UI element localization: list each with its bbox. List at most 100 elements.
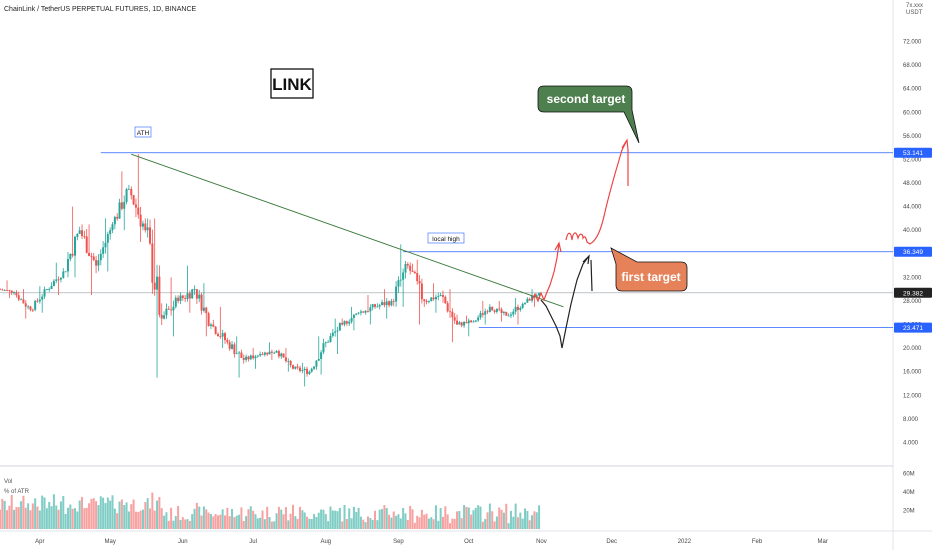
candle-body bbox=[102, 247, 105, 254]
volume-bar bbox=[535, 512, 538, 529]
candle-body bbox=[434, 296, 437, 300]
price-badge-target1: 36.349 bbox=[903, 249, 923, 256]
descending-trendline[interactable] bbox=[131, 153, 564, 308]
volume-bar bbox=[397, 514, 400, 529]
volume-bar bbox=[444, 506, 447, 529]
candle-body bbox=[491, 306, 494, 311]
volume-bar bbox=[486, 512, 489, 529]
volume-bar bbox=[191, 514, 194, 529]
volume-bar bbox=[477, 505, 480, 529]
candle-body bbox=[224, 333, 227, 341]
volume-bar bbox=[102, 497, 105, 529]
local-high-label-box bbox=[427, 232, 465, 244]
candle-body bbox=[374, 304, 377, 307]
volume-bar bbox=[306, 516, 309, 529]
volume-bar bbox=[88, 503, 91, 529]
candle-body bbox=[411, 270, 414, 272]
price-tick-label: 64.000 bbox=[903, 87, 922, 93]
volume-bar bbox=[423, 514, 426, 529]
price-tick-label: 60.000 bbox=[903, 110, 922, 116]
volume-bar bbox=[470, 514, 473, 529]
candle-body bbox=[350, 317, 353, 322]
volume-bar bbox=[282, 514, 285, 529]
candle-body bbox=[116, 216, 119, 219]
volume-bar bbox=[184, 519, 187, 529]
candle-body bbox=[493, 310, 496, 312]
candle-body bbox=[324, 342, 327, 344]
candle-body bbox=[362, 311, 365, 313]
time-tick-label: Jul bbox=[249, 539, 257, 545]
volume-bar bbox=[158, 496, 161, 529]
currency-label-2: USDT bbox=[906, 10, 923, 16]
candle-body bbox=[242, 357, 245, 360]
candle-body bbox=[209, 324, 212, 326]
candle-body bbox=[456, 320, 459, 325]
volume-bar bbox=[219, 514, 222, 529]
time-axis[interactable]: Apr May Jun Jul Aug Sep Oct Nov Dec 2022 Feb Mar bbox=[35, 539, 828, 545]
candle-body bbox=[470, 320, 473, 323]
volume-bar bbox=[57, 509, 60, 529]
candle-body bbox=[144, 223, 147, 231]
candle-body bbox=[270, 351, 273, 353]
volume-bar bbox=[76, 511, 79, 529]
volume-bar bbox=[52, 494, 55, 529]
candle-body bbox=[366, 310, 369, 312]
volume-bar bbox=[270, 521, 273, 529]
black-projection-arrow[interactable] bbox=[540, 254, 593, 349]
candle-body bbox=[451, 311, 454, 318]
volume-bar bbox=[364, 522, 367, 529]
candle-body bbox=[64, 271, 67, 273]
candle-body bbox=[317, 358, 320, 361]
candle-body bbox=[275, 351, 278, 353]
volume-title: Vol bbox=[4, 479, 12, 485]
candle-body bbox=[282, 353, 285, 358]
volume-bar bbox=[130, 504, 133, 529]
candle-body bbox=[423, 299, 426, 301]
candle-body bbox=[97, 260, 100, 266]
price-badge-target2: 53.141 bbox=[903, 150, 923, 157]
candle-body bbox=[214, 326, 217, 334]
volume-bar bbox=[85, 507, 88, 529]
candle-body bbox=[425, 300, 428, 303]
volume-bar bbox=[64, 513, 67, 529]
candle-body bbox=[20, 299, 23, 301]
price-badge-support: 23.471 bbox=[903, 325, 923, 332]
candle-body bbox=[465, 322, 468, 324]
volume-bar bbox=[507, 523, 510, 529]
price-axis[interactable]: 72.000 68.000 64.000 60.000 56.000 52.000 48.0… bbox=[903, 40, 922, 447]
volume-bar bbox=[50, 506, 53, 529]
volume-bar bbox=[399, 518, 402, 529]
volume-bar bbox=[352, 506, 355, 529]
price-badge-bg bbox=[894, 287, 932, 298]
candle-body bbox=[498, 308, 501, 310]
candle-body bbox=[24, 303, 27, 307]
volume-bar bbox=[45, 508, 48, 529]
candle-body bbox=[357, 312, 360, 314]
candle-body bbox=[235, 353, 238, 355]
price-tick-label: 40.000 bbox=[903, 228, 922, 234]
volume-bar bbox=[331, 510, 334, 529]
candle-body bbox=[165, 308, 168, 316]
volume-bar bbox=[127, 511, 130, 529]
volume-bar bbox=[116, 513, 119, 529]
volume-bar bbox=[71, 508, 74, 529]
volume-bar bbox=[38, 510, 41, 529]
candle-body bbox=[383, 302, 386, 306]
candle-body bbox=[472, 321, 475, 323]
volume-bar bbox=[474, 507, 477, 529]
volume-bar bbox=[15, 507, 18, 529]
volume-bar bbox=[29, 510, 32, 529]
volume-bar bbox=[418, 517, 421, 529]
candle-body bbox=[331, 332, 334, 336]
volume-bar bbox=[41, 495, 44, 529]
volume-bar bbox=[453, 518, 456, 529]
volume-bar bbox=[261, 510, 264, 529]
time-tick-label: Sep bbox=[393, 539, 404, 545]
candle-body bbox=[535, 295, 538, 297]
volume-bar bbox=[528, 520, 531, 529]
time-tick-label: Jun bbox=[178, 539, 188, 545]
red-projection-arrow[interactable] bbox=[531, 138, 629, 303]
candle-body bbox=[99, 253, 102, 261]
volume-bar bbox=[378, 509, 381, 529]
